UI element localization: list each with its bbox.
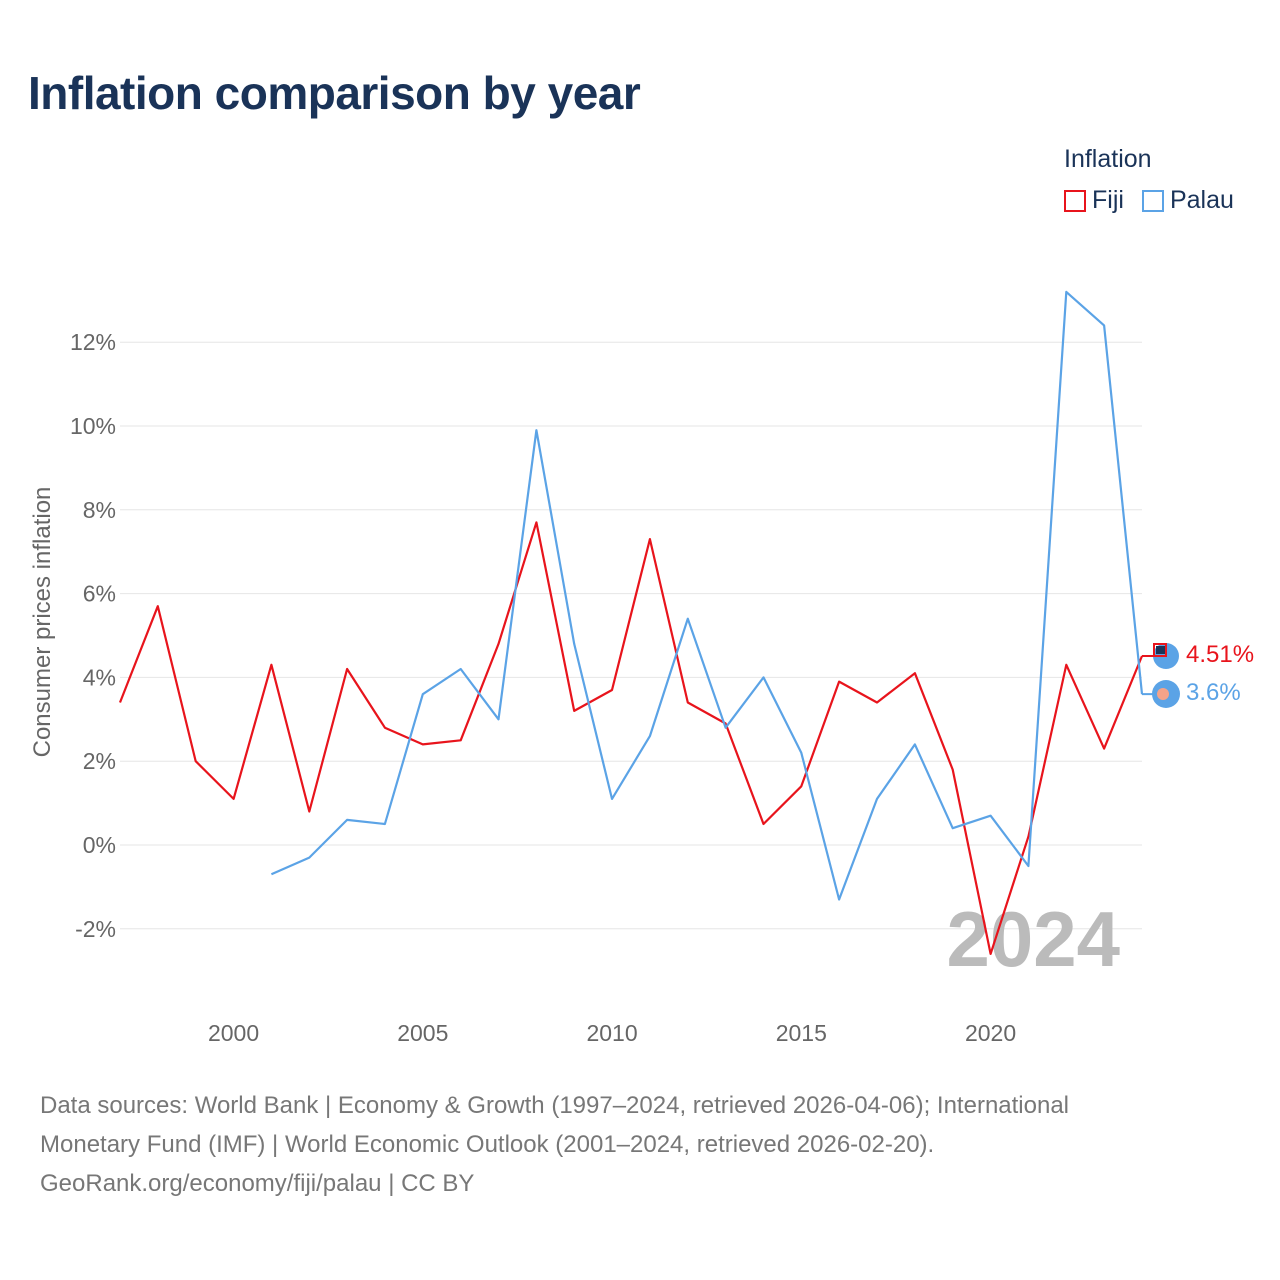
data-point-fiji[interactable] bbox=[458, 737, 464, 743]
footer-line-3[interactable]: GeoRank.org/economy/fiji/palau | CC BY bbox=[40, 1170, 475, 1197]
data-point-palau[interactable] bbox=[571, 641, 577, 647]
legend: Fiji Palau bbox=[1064, 186, 1234, 215]
data-point-fiji[interactable] bbox=[117, 700, 123, 706]
data-point-palau[interactable] bbox=[874, 796, 880, 802]
fiji-flag-icon bbox=[1156, 646, 1166, 654]
footer-line-1: Data sources: World Bank | Economy & Gro… bbox=[40, 1092, 1070, 1119]
data-point-palau[interactable] bbox=[685, 616, 691, 622]
data-point-palau[interactable] bbox=[458, 666, 464, 672]
y-tick-label: 6% bbox=[83, 581, 116, 607]
data-point-fiji[interactable] bbox=[988, 951, 994, 957]
end-label-palau: 3.6% bbox=[1186, 679, 1241, 706]
data-point-fiji[interactable] bbox=[571, 708, 577, 714]
data-point-palau[interactable] bbox=[609, 796, 615, 802]
y-tick-label: 10% bbox=[70, 413, 116, 439]
palau-flag-icon bbox=[1157, 688, 1169, 700]
data-point-palau[interactable] bbox=[988, 813, 994, 819]
legend-label-palau: Palau bbox=[1169, 186, 1234, 214]
data-point-palau[interactable] bbox=[1063, 289, 1069, 295]
year-watermark: 2024 bbox=[946, 895, 1120, 983]
data-point-palau[interactable] bbox=[798, 750, 804, 756]
x-tick-label: 2020 bbox=[965, 1020, 1016, 1046]
data-point-palau[interactable] bbox=[723, 725, 729, 731]
data-point-palau[interactable] bbox=[344, 817, 350, 823]
x-tick-label: 2000 bbox=[208, 1020, 259, 1046]
y-tick-label: -2% bbox=[75, 916, 116, 942]
y-tick-label: 0% bbox=[83, 832, 116, 858]
x-tick-label: 2010 bbox=[586, 1020, 637, 1046]
data-point-fiji[interactable] bbox=[268, 662, 274, 668]
data-point-palau[interactable] bbox=[382, 821, 388, 827]
data-point-palau[interactable] bbox=[836, 896, 842, 902]
data-point-fiji[interactable] bbox=[836, 679, 842, 685]
data-point-palau[interactable] bbox=[268, 871, 274, 877]
data-point-palau[interactable] bbox=[1025, 863, 1031, 869]
data-point-palau[interactable] bbox=[496, 716, 502, 722]
end-label-fiji: 4.51% bbox=[1186, 641, 1254, 668]
y-tick-label: 12% bbox=[70, 329, 116, 355]
data-point-fiji[interactable] bbox=[950, 767, 956, 773]
data-point-fiji[interactable] bbox=[193, 758, 199, 764]
data-point-fiji[interactable] bbox=[382, 725, 388, 731]
data-point-palau[interactable] bbox=[306, 855, 312, 861]
footer-sources: Data sources: World Bank | Economy & Gro… bbox=[40, 1086, 1240, 1203]
legend-item-fiji[interactable]: Fiji bbox=[1064, 186, 1124, 215]
data-point-fiji[interactable] bbox=[685, 700, 691, 706]
data-point-fiji[interactable] bbox=[420, 741, 426, 747]
series-line-palau[interactable] bbox=[270, 290, 1144, 901]
data-point-fiji[interactable] bbox=[798, 783, 804, 789]
y-tick-label: 2% bbox=[83, 748, 116, 774]
legend-label-fiji: Fiji bbox=[1092, 186, 1124, 214]
end-marker-fiji-outline bbox=[1153, 643, 1167, 657]
data-point-fiji[interactable] bbox=[912, 670, 918, 676]
data-point-fiji[interactable] bbox=[874, 700, 880, 706]
series-line-fiji[interactable] bbox=[118, 521, 1144, 955]
y-tick-label: 4% bbox=[83, 664, 116, 690]
data-point-fiji[interactable] bbox=[306, 808, 312, 814]
data-point-fiji[interactable] bbox=[231, 796, 237, 802]
chart-title: Inflation comparison by year bbox=[28, 67, 641, 119]
data-point-palau[interactable] bbox=[1101, 322, 1107, 328]
data-point-fiji[interactable] bbox=[344, 666, 350, 672]
legend-swatch-palau bbox=[1141, 189, 1164, 212]
data-point-palau[interactable] bbox=[950, 825, 956, 831]
data-point-palau[interactable] bbox=[912, 741, 918, 747]
y-axis-label: Consumer prices inflation bbox=[29, 487, 56, 758]
data-point-palau[interactable] bbox=[533, 427, 539, 433]
data-point-fiji[interactable] bbox=[1101, 746, 1107, 752]
data-point-palau[interactable] bbox=[760, 674, 766, 680]
data-point-fiji[interactable] bbox=[609, 687, 615, 693]
data-point-fiji[interactable] bbox=[533, 519, 539, 525]
data-point-fiji[interactable] bbox=[155, 603, 161, 609]
data-point-fiji[interactable] bbox=[1063, 662, 1069, 668]
data-point-fiji[interactable] bbox=[496, 641, 502, 647]
data-point-fiji[interactable] bbox=[760, 821, 766, 827]
data-point-fiji[interactable] bbox=[647, 536, 653, 542]
y-tick-label: 8% bbox=[83, 497, 116, 523]
legend-swatch-fiji bbox=[1064, 189, 1086, 212]
data-point-palau[interactable] bbox=[420, 691, 426, 697]
x-tick-label: 2015 bbox=[776, 1020, 827, 1046]
legend-item-palau[interactable]: Palau bbox=[1141, 186, 1234, 215]
legend-title: Inflation bbox=[1064, 145, 1152, 173]
data-point-palau[interactable] bbox=[647, 733, 653, 739]
x-tick-label: 2005 bbox=[397, 1020, 448, 1046]
footer-line-2: Monetary Fund (IMF) | World Economic Out… bbox=[40, 1131, 935, 1158]
